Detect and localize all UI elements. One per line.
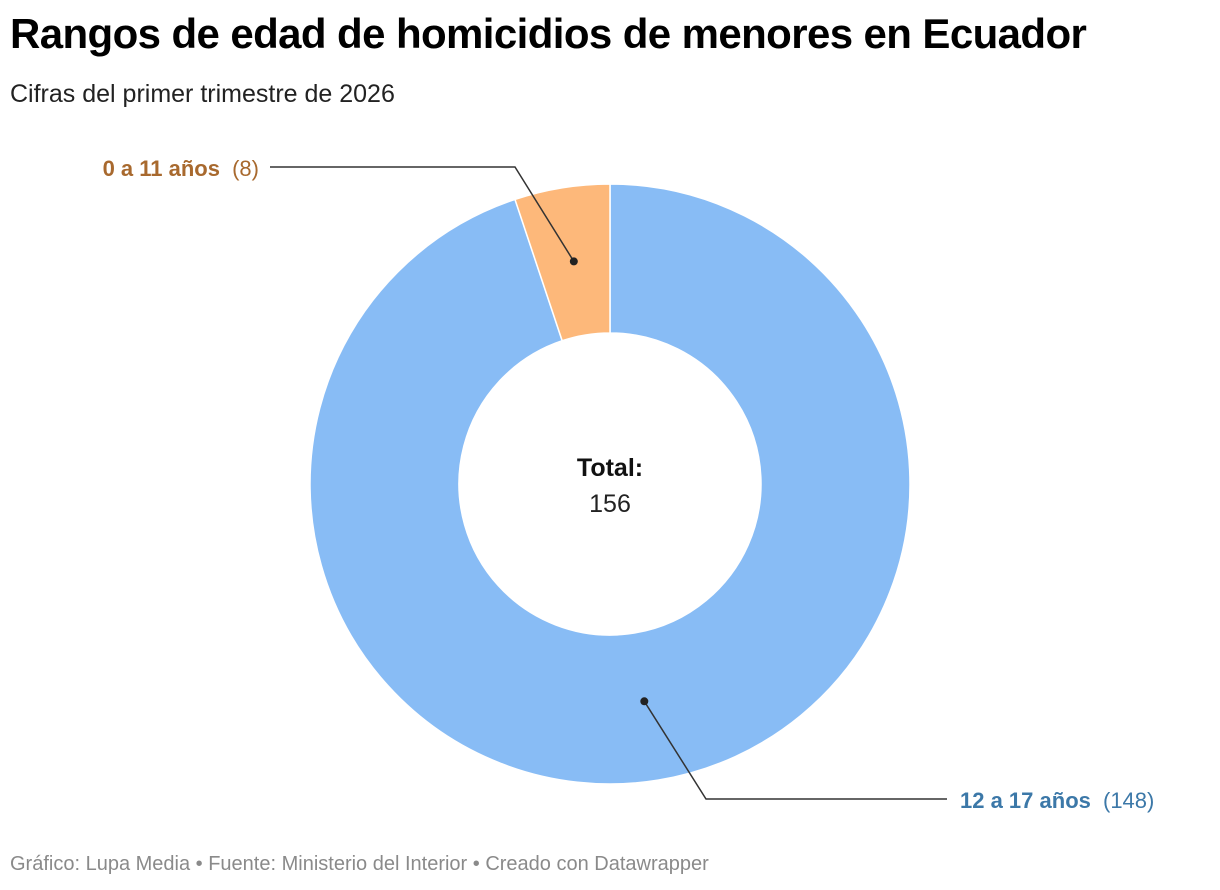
- chart-title: Rangos de edad de homicidios de menores …: [10, 10, 1087, 57]
- slice-label-0-11-value: (8): [232, 156, 259, 181]
- slice-label-12-17-value: (148): [1103, 788, 1154, 813]
- center-total-value: 156: [589, 490, 631, 518]
- slice-12-17-leader-dot: [640, 697, 649, 706]
- slice-0-11-leader-dot: [569, 257, 578, 266]
- slice-label-0-11-name: 0 a 11 años: [103, 156, 220, 181]
- slice-label-0-11: 0 a 11 años (8): [103, 156, 259, 181]
- chart-subtitle: Cifras del primer trimestre de 2026: [10, 80, 395, 108]
- slice-0-11: [514, 183, 611, 342]
- source-footer: Gráfico: Lupa Media • Fuente: Ministerio…: [10, 853, 709, 875]
- donut-chart: Total: 156 0 a 11 años (8) 12 a 17 años …: [103, 156, 1155, 813]
- slice-0-11-leader-line: [270, 166, 575, 262]
- slice-label-12-17-name: 12 a 17 años: [960, 788, 1091, 813]
- slice-12-17-leader-line: [643, 700, 947, 800]
- slice-label-12-17: 12 a 17 años (148): [960, 788, 1154, 813]
- donut-slices: [309, 183, 911, 785]
- label-leaders: [270, 166, 947, 800]
- center-total-label: Total:: [577, 454, 643, 482]
- slice-12-17: [309, 183, 911, 785]
